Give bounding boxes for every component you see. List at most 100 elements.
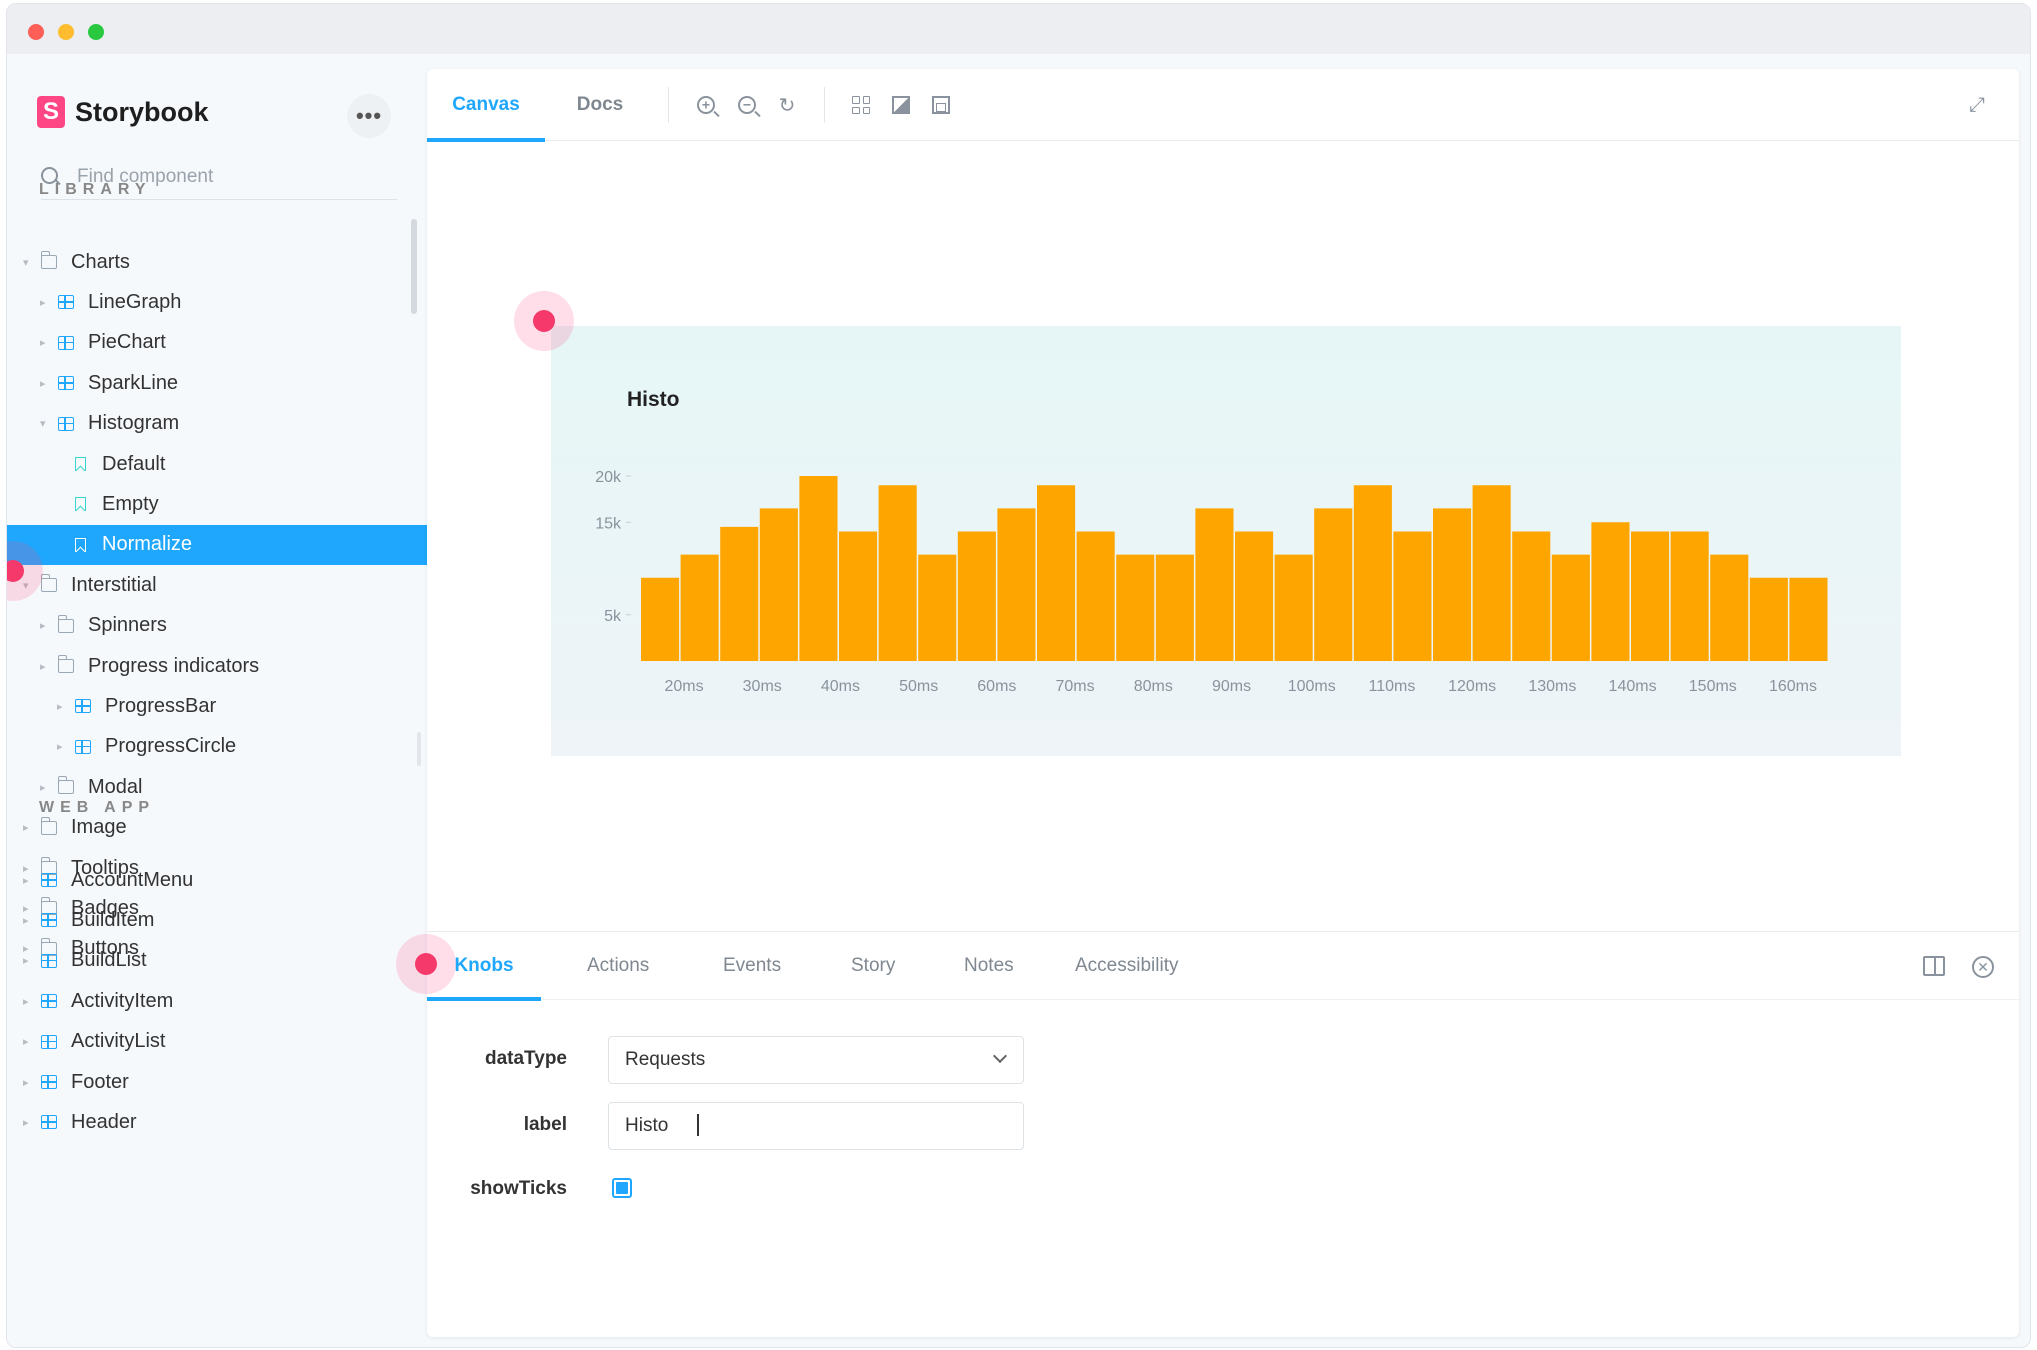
histogram-bar[interactable] xyxy=(641,577,680,661)
caret-right-icon[interactable]: ▸ xyxy=(23,862,29,875)
sidebar-item-activityitem[interactable]: ▸ ActivityItem xyxy=(23,981,173,1021)
zoom-out-icon[interactable]: − xyxy=(735,93,759,117)
maximize-window-button[interactable] xyxy=(88,24,104,40)
histogram-bar[interactable] xyxy=(839,531,878,662)
showticks-checkbox[interactable] xyxy=(612,1178,632,1198)
caret-right-icon[interactable]: ▸ xyxy=(23,1036,29,1049)
histogram-bar[interactable] xyxy=(1037,485,1076,661)
histogram-bar[interactable] xyxy=(957,531,996,662)
histogram-bar[interactable] xyxy=(1433,508,1472,661)
histogram-bar[interactable] xyxy=(799,476,838,661)
caret-right-icon[interactable]: ▸ xyxy=(23,822,29,835)
sidebar-item-progresscircle[interactable]: ▸ ProgressCircle xyxy=(57,727,236,767)
histogram-bar[interactable] xyxy=(1670,531,1709,662)
histogram-bar[interactable] xyxy=(1353,485,1392,661)
sidebar-item-progressbar[interactable]: ▸ ProgressBar xyxy=(57,686,216,726)
minimize-window-button[interactable] xyxy=(58,24,74,40)
sidebar-item-buildlist[interactable]: ▸ BuildList xyxy=(23,941,147,981)
caret-right-icon[interactable]: ▸ xyxy=(40,660,46,673)
tab-events[interactable]: Events xyxy=(723,955,782,976)
sidebar-item-activitylist[interactable]: ▸ ActivityList xyxy=(23,1022,165,1062)
sidebar-item-charts[interactable]: ▾ Charts xyxy=(23,242,130,282)
tab-actions[interactable]: Actions xyxy=(587,955,650,976)
histogram-bar[interactable] xyxy=(1116,554,1155,661)
caret-right-icon[interactable]: ▸ xyxy=(40,296,46,309)
caret-right-icon[interactable]: ▸ xyxy=(23,874,29,887)
sidebar-item-piechart[interactable]: ▸ PieChart xyxy=(40,323,166,363)
caret-right-icon[interactable]: ▸ xyxy=(57,700,63,713)
sidebar-item-accountmenu[interactable]: ▸ AccountMenu xyxy=(23,860,193,900)
histogram-bar[interactable] xyxy=(1789,577,1828,661)
brand[interactable]: S Storybook xyxy=(37,96,209,128)
sidebar-item-image[interactable]: ▸ Image xyxy=(23,808,127,848)
close-window-button[interactable] xyxy=(28,24,44,40)
caret-right-icon[interactable]: ▸ xyxy=(23,914,29,927)
sidebar-item-empty[interactable]: Empty xyxy=(57,484,159,524)
histogram-bar[interactable] xyxy=(1631,531,1670,662)
outline-icon[interactable] xyxy=(929,93,953,117)
fullscreen-icon[interactable]: ⤢ xyxy=(1969,93,1985,116)
tab-knobs[interactable]: Knobs xyxy=(427,932,541,1001)
sidebar-item-interstitial[interactable]: ▾ Interstitial xyxy=(23,565,157,605)
caret-right-icon[interactable]: ▸ xyxy=(40,337,46,350)
sidebar-item-spinners[interactable]: ▸ Spinners xyxy=(40,606,167,646)
histogram-bar[interactable] xyxy=(1591,522,1630,661)
sidebar-item-tooltips[interactable]: ▸ Tooltips xyxy=(23,848,139,888)
histogram-bar[interactable] xyxy=(1749,577,1788,661)
histogram-bar[interactable] xyxy=(720,526,759,661)
grid-icon[interactable] xyxy=(849,93,873,117)
histogram-bar[interactable] xyxy=(759,508,798,661)
tab-accessibility[interactable]: Accessibility xyxy=(1075,955,1179,976)
datatype-select[interactable]: Requests xyxy=(608,1036,1024,1084)
caret-right-icon[interactable]: ▸ xyxy=(23,995,29,1008)
histogram-bar[interactable] xyxy=(1195,508,1234,661)
caret-right-icon[interactable]: ▸ xyxy=(23,1076,29,1089)
sidebar-item-footer[interactable]: ▸ Footer xyxy=(23,1062,129,1102)
caret-right-icon[interactable]: ▸ xyxy=(23,943,29,956)
histogram-bar[interactable] xyxy=(1551,554,1590,661)
histogram-bar[interactable] xyxy=(1155,554,1194,661)
caret-right-icon[interactable]: ▸ xyxy=(57,741,63,754)
histogram-bar[interactable] xyxy=(1393,531,1432,662)
tab-docs[interactable]: Docs xyxy=(576,94,624,115)
caret-right-icon[interactable]: ▸ xyxy=(40,781,46,794)
sidebar-item-default[interactable]: Default xyxy=(57,444,165,484)
histogram-bar[interactable] xyxy=(878,485,917,661)
more-options-button[interactable]: ••• xyxy=(347,94,391,138)
close-panel-icon[interactable]: ✕ xyxy=(1972,956,1994,978)
caret-right-icon[interactable]: ▸ xyxy=(23,1116,29,1129)
histogram-bar[interactable] xyxy=(1710,554,1749,661)
sidebar-item-histogram[interactable]: ▾ Histogram xyxy=(40,404,179,444)
label-input[interactable] xyxy=(608,1102,1024,1150)
tab-story[interactable]: Story xyxy=(851,955,896,976)
histogram-bar[interactable] xyxy=(1076,531,1115,662)
sidebar-item-buttons[interactable]: ▸ Buttons xyxy=(23,929,139,969)
histogram-bar[interactable] xyxy=(1472,485,1511,661)
histogram-bar[interactable] xyxy=(1512,531,1551,662)
sidebar-item-sparkline[interactable]: ▸ SparkLine xyxy=(40,363,178,403)
caret-right-icon[interactable]: ▸ xyxy=(23,902,29,915)
caret-right-icon[interactable]: ▸ xyxy=(40,377,46,390)
sidebar-item-progress-indicators[interactable]: ▸ Progress indicators xyxy=(40,646,259,686)
zoom-in-icon[interactable]: + xyxy=(694,93,718,117)
zoom-reset-icon[interactable]: ↻ xyxy=(778,94,796,117)
histogram-bar[interactable] xyxy=(1274,554,1313,661)
sidebar-scrollbar[interactable] xyxy=(411,219,417,314)
sidebar-item-linegraph[interactable]: ▸ LineGraph xyxy=(40,282,181,322)
caret-down-icon[interactable]: ▾ xyxy=(23,579,29,592)
background-icon[interactable] xyxy=(889,93,913,117)
sidebar-item-badges[interactable]: ▸ Badges xyxy=(23,888,139,928)
caret-down-icon[interactable]: ▾ xyxy=(23,256,29,269)
histogram-bar[interactable] xyxy=(918,554,957,661)
caret-down-icon[interactable]: ▾ xyxy=(40,418,46,431)
histogram-bar[interactable] xyxy=(1314,508,1353,661)
histogram-bar[interactable] xyxy=(1235,531,1274,662)
caret-right-icon[interactable]: ▸ xyxy=(23,955,29,968)
sidebar-resize-handle[interactable] xyxy=(417,732,421,766)
search-input[interactable] xyxy=(77,165,377,188)
tab-canvas[interactable]: Canvas xyxy=(427,69,545,142)
histogram-bar[interactable] xyxy=(997,508,1036,661)
panel-orientation-icon[interactable] xyxy=(1923,956,1945,976)
sidebar-item-modal[interactable]: ▸ Modal xyxy=(40,767,142,807)
caret-right-icon[interactable]: ▸ xyxy=(40,620,46,633)
